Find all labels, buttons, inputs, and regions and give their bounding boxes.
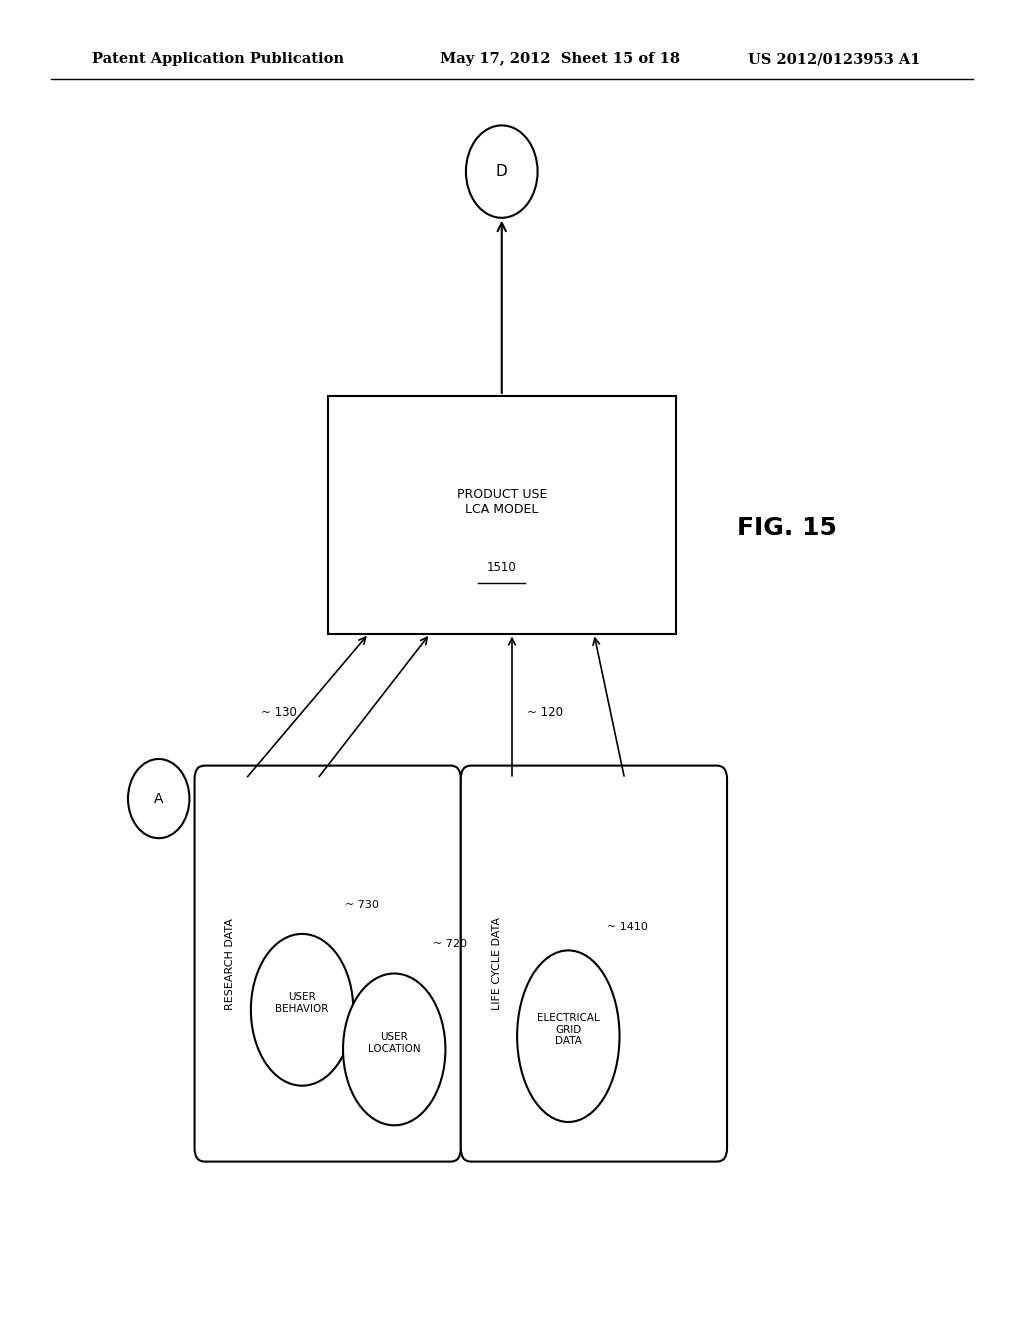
Text: ELECTRICAL
GRID
DATA: ELECTRICAL GRID DATA: [537, 1012, 600, 1047]
Circle shape: [128, 759, 189, 838]
Circle shape: [466, 125, 538, 218]
Text: LIFE CYCLE DATA: LIFE CYCLE DATA: [492, 917, 502, 1010]
Text: ~ 1410: ~ 1410: [607, 921, 648, 932]
Ellipse shape: [343, 974, 445, 1125]
Text: ~ 720: ~ 720: [433, 940, 467, 949]
Text: D: D: [496, 164, 508, 180]
Ellipse shape: [251, 935, 353, 1085]
Text: ~ 130: ~ 130: [261, 706, 297, 719]
Ellipse shape: [517, 950, 620, 1122]
Text: ~ 120: ~ 120: [527, 706, 563, 719]
FancyBboxPatch shape: [461, 766, 727, 1162]
Text: FIG. 15: FIG. 15: [737, 516, 838, 540]
Text: 1510: 1510: [486, 561, 517, 574]
FancyBboxPatch shape: [328, 396, 676, 634]
Text: US 2012/0123953 A1: US 2012/0123953 A1: [748, 53, 920, 66]
Text: RESEARCH DATA: RESEARCH DATA: [225, 917, 236, 1010]
Text: Patent Application Publication: Patent Application Publication: [92, 53, 344, 66]
Text: ~ 730: ~ 730: [345, 900, 379, 909]
Text: USER
BEHAVIOR: USER BEHAVIOR: [275, 993, 329, 1014]
Text: USER
LOCATION: USER LOCATION: [368, 1032, 421, 1053]
FancyBboxPatch shape: [195, 766, 461, 1162]
Text: A: A: [154, 792, 164, 805]
Text: May 17, 2012  Sheet 15 of 18: May 17, 2012 Sheet 15 of 18: [440, 53, 680, 66]
Text: PRODUCT USE
LCA MODEL: PRODUCT USE LCA MODEL: [457, 487, 547, 516]
